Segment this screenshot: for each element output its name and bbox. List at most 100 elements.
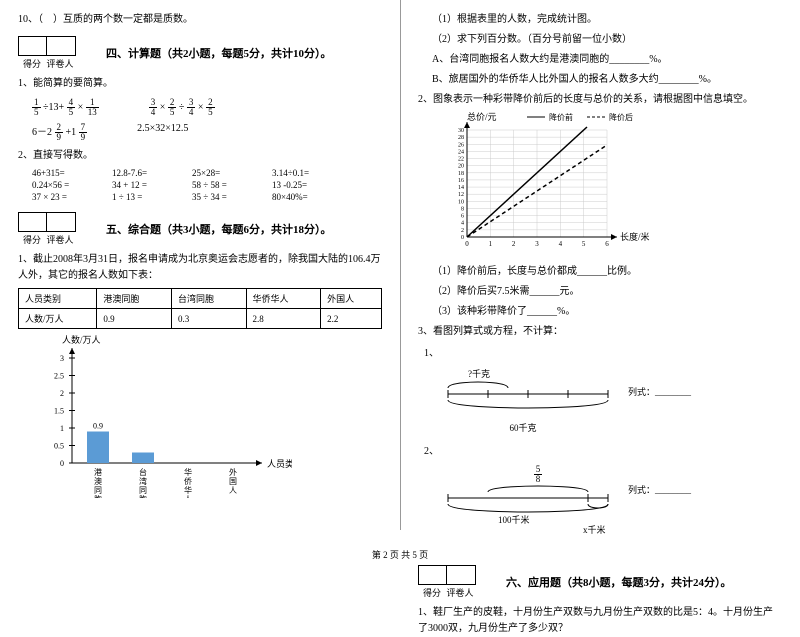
svg-text:28: 28 (458, 135, 464, 141)
d2-top: 58 (488, 465, 588, 484)
reviewer-cell (47, 213, 75, 231)
y-axis-label: 总价/元 (467, 112, 497, 122)
reviewer-label: 评卷人 (46, 233, 74, 246)
calc-item: 3.14÷0.1= (272, 168, 352, 178)
calc-item: 0.24×56 = (32, 180, 112, 190)
svg-text:14: 14 (458, 185, 464, 191)
calc-item: 1 ÷ 13 = (112, 192, 192, 202)
svg-text:18: 18 (458, 171, 464, 177)
svg-text:10: 10 (458, 199, 464, 205)
line-chart: 总价/元 降价前 降价后 302826242220181614121086420… (432, 112, 782, 260)
d2-bottom: 100千米 (498, 513, 530, 526)
bar-chart: 人数/万人 32.521.510.50 0.9 港澳同胞台湾同胞华侨华人外国人 … (32, 333, 382, 501)
sec5-q2c: （3）该种彩带降价了______%。 (432, 304, 782, 320)
sec5-r4: B、旅居国外的华侨华人比外国人的报名人数多大约________%。 (432, 72, 782, 88)
svg-text:澳: 澳 (94, 476, 102, 486)
reviewer-label: 评卷人 (446, 586, 474, 599)
frac-d: 5 (168, 108, 177, 117)
section4-header: 得分 评卷人 四、计算题（共2小题，每题5分，共计10分）。 (18, 36, 382, 70)
svg-text:12: 12 (458, 192, 464, 198)
sec4-q1: 1、能简算的要简算。 (18, 76, 382, 92)
svg-text:胞: 胞 (139, 494, 147, 498)
svg-text:外: 外 (229, 467, 237, 477)
column-divider (400, 0, 401, 530)
data-table: 人员类别 港澳同胞 台湾同胞 华侨华人 外国人 人数/万人 0.9 0.3 2.… (18, 288, 382, 329)
table-cell: 人员类别 (19, 289, 97, 309)
svg-text:华: 华 (184, 467, 192, 477)
calc-item: 80×40%= (272, 192, 352, 202)
score-cell (19, 37, 47, 55)
svg-text:港: 港 (94, 467, 102, 477)
svg-text:26: 26 (458, 142, 464, 148)
calc-item: 35 ÷ 34 = (192, 192, 272, 202)
svg-text:同: 同 (94, 486, 102, 495)
svg-text:2: 2 (60, 389, 64, 398)
x-axis-label: 人员类别 (267, 458, 292, 469)
calc-item: 37 × 23 = (32, 192, 112, 202)
d1-bottom: 60千克 (438, 421, 608, 434)
diagram-1: ?千克 60千克 列式：________ (438, 367, 782, 434)
svg-text:22: 22 (458, 157, 464, 163)
frac-d: 9 (55, 133, 64, 142)
svg-text:30: 30 (458, 128, 464, 134)
score-label: 得分 (18, 57, 46, 70)
frac-d: 4 (149, 108, 158, 117)
calc-grid: 46+315=12.8-7.6=25×28=3.14÷0.1=0.24×56 =… (32, 168, 382, 204)
sec5-q1: 1、截止2008年3月31日，报名申请成为北京奥运会志愿者的，除我国大陆的106… (18, 252, 382, 284)
score-cell (19, 213, 47, 231)
section5-title: 五、综合题（共3小题，每题6分，共计18分）。 (106, 221, 332, 237)
svg-text:1: 1 (489, 240, 493, 248)
section6-title: 六、应用题（共8小题，每题3分，共计24分）。 (506, 574, 732, 590)
d2-extra: x千米 (583, 523, 606, 536)
expr-1b: 34 × 25 ÷ 34 × 25 (149, 98, 215, 117)
svg-text:人: 人 (229, 486, 237, 495)
svg-text:国: 国 (229, 477, 237, 486)
reviewer-label: 评卷人 (46, 57, 74, 70)
line-chart-svg: 总价/元 降价前 降价后 302826242220181614121086420… (432, 112, 662, 257)
svg-text:同: 同 (139, 486, 147, 495)
right-column: （1）根据表里的人数，完成统计图。 （2）求下列百分数。（百分号前留一位小数） … (400, 0, 800, 545)
table-cell: 台湾同胞 (171, 289, 246, 309)
table-cell: 0.9 (97, 309, 172, 329)
svg-text:5: 5 (582, 240, 586, 248)
table-cell: 外国人 (321, 289, 382, 309)
calc-row-2: 6－2 29 +1 79 2.5×32×12.5 (32, 123, 382, 142)
q10: 10、（ ）互质的两个数一定都是质数。 (18, 12, 382, 28)
y-axis-label: 人数/万人 (62, 334, 101, 345)
d1-top: ?千克 (468, 367, 782, 380)
svg-text:1: 1 (60, 424, 64, 433)
svg-text:4: 4 (461, 221, 464, 227)
score-box (18, 36, 76, 56)
frac-d: 8 (534, 475, 543, 484)
expr-2b: 2.5×32×12.5 (137, 123, 188, 142)
score-label: 得分 (18, 233, 46, 246)
svg-text:24: 24 (458, 149, 464, 155)
svg-text:人: 人 (184, 495, 192, 498)
table-cell: 港澳同胞 (97, 289, 172, 309)
svg-text:2.5: 2.5 (54, 372, 64, 381)
sec6-q1: 1、鞋厂生产的皮鞋，十月份生产双数与九月份生产双数的比是5：4。十月份生产了30… (418, 605, 782, 637)
svg-text:0.9: 0.9 (93, 422, 103, 431)
svg-text:0: 0 (461, 235, 464, 241)
calc-item: 46+315= (32, 168, 112, 178)
frac-d: 4 (187, 108, 196, 117)
page-footer: 第 2 页 共 5 页 (0, 548, 800, 561)
diagram-2: 58 100千米 x千米 列式：________ (438, 465, 782, 529)
svg-text:华: 华 (184, 485, 192, 495)
frac-d: 13 (86, 108, 99, 117)
d2-side: 列式：________ (628, 483, 691, 496)
sec5-r1: （1）根据表里的人数，完成统计图。 (432, 12, 782, 28)
score-cell (419, 566, 447, 584)
svg-text:侨: 侨 (184, 476, 192, 486)
svg-text:6: 6 (461, 214, 464, 220)
score-box (18, 212, 76, 232)
sec5-r2: （2）求下列百分数。（百分号前留一位小数） (432, 32, 782, 48)
frac-d: 9 (79, 133, 88, 142)
svg-text:8: 8 (461, 206, 464, 212)
legend: 降价前 降价后 (527, 112, 633, 122)
sec5-q2: 2、图象表示一种彩带降价前后的长度与总价的关系，请根据图中信息填空。 (418, 92, 782, 108)
section4-title: 四、计算题（共2小题，每题5分，共计10分）。 (106, 45, 332, 61)
score-label: 得分 (418, 586, 446, 599)
sec5-q2a: （1）降价前后，长度与总价都成______比例。 (432, 264, 782, 280)
left-column: 10、（ ）互质的两个数一定都是质数。 得分 评卷人 四、计算题（共2小题，每题… (0, 0, 400, 545)
